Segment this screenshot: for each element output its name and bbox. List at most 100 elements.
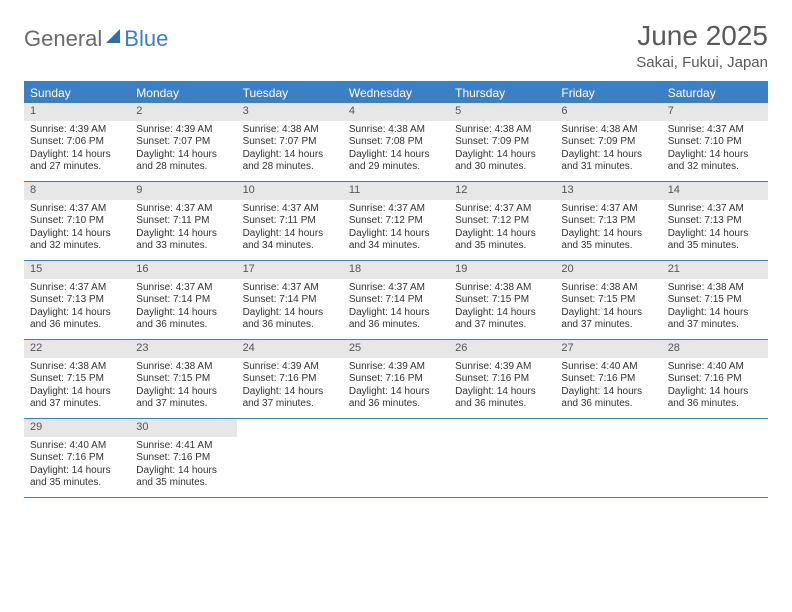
day-body: Sunrise: 4:37 AMSunset: 7:11 PMDaylight:… [130,200,236,258]
sunset-line: Sunset: 7:16 PM [349,373,443,386]
day-body: Sunrise: 4:38 AMSunset: 7:15 PMDaylight:… [555,279,661,337]
day-number: 2 [130,103,236,121]
daylight-line: Daylight: 14 hours and 35 minutes. [668,228,762,253]
day-body: Sunrise: 4:37 AMSunset: 7:14 PMDaylight:… [237,279,343,337]
day-body: Sunrise: 4:38 AMSunset: 7:09 PMDaylight:… [555,121,661,179]
sunset-line: Sunset: 7:16 PM [136,452,230,465]
day-cell: 16Sunrise: 4:37 AMSunset: 7:14 PMDayligh… [130,261,236,339]
daylight-line: Daylight: 14 hours and 30 minutes. [455,149,549,174]
sunset-line: Sunset: 7:15 PM [455,294,549,307]
daylight-line: Daylight: 14 hours and 32 minutes. [668,149,762,174]
sunset-line: Sunset: 7:15 PM [668,294,762,307]
sunset-line: Sunset: 7:12 PM [455,215,549,228]
day-number: 22 [24,340,130,358]
day-body: Sunrise: 4:37 AMSunset: 7:10 PMDaylight:… [662,121,768,179]
day-body: Sunrise: 4:37 AMSunset: 7:12 PMDaylight:… [343,200,449,258]
daylight-line: Daylight: 14 hours and 35 minutes. [136,465,230,490]
day-number: 8 [24,182,130,200]
day-cell: . [449,419,555,497]
day-cell: 24Sunrise: 4:39 AMSunset: 7:16 PMDayligh… [237,340,343,418]
day-number: 11 [343,182,449,200]
day-cell: 20Sunrise: 4:38 AMSunset: 7:15 PMDayligh… [555,261,661,339]
day-body: Sunrise: 4:38 AMSunset: 7:08 PMDaylight:… [343,121,449,179]
daylight-line: Daylight: 14 hours and 37 minutes. [243,386,337,411]
day-number: 25 [343,340,449,358]
day-body: Sunrise: 4:40 AMSunset: 7:16 PMDaylight:… [662,358,768,416]
day-body: Sunrise: 4:38 AMSunset: 7:07 PMDaylight:… [237,121,343,179]
day-cell: 17Sunrise: 4:37 AMSunset: 7:14 PMDayligh… [237,261,343,339]
day-cell: 18Sunrise: 4:37 AMSunset: 7:14 PMDayligh… [343,261,449,339]
logo-triangle-icon [106,29,120,43]
day-number: 14 [662,182,768,200]
title-block: June 2025 Sakai, Fukui, Japan [636,20,768,71]
sunrise-line: Sunrise: 4:37 AM [455,203,549,216]
day-cell: 29Sunrise: 4:40 AMSunset: 7:16 PMDayligh… [24,419,130,497]
week-row: 22Sunrise: 4:38 AMSunset: 7:15 PMDayligh… [24,340,768,419]
sunrise-line: Sunrise: 4:37 AM [243,203,337,216]
week-row: 8 Sunrise: 4:37 AM Sunset: 7:10 PM Daylight… [24,182,768,261]
day-body: Sunrise: 4:38 AMSunset: 7:09 PMDaylight:… [449,121,555,179]
day-cell: 11Sunrise: 4:37 AMSunset: 7:12 PMDayligh… [343,182,449,260]
daylight-line: Daylight: 14 hours and 37 minutes. [30,386,124,411]
sunset-line: Sunset: 7:12 PM [349,215,443,228]
sunrise-line: Sunrise: 4:37 AM [136,203,230,216]
sunrise-line: Sunrise: 4:37 AM [136,282,230,295]
day-cell: 10Sunrise: 4:37 AMSunset: 7:11 PMDayligh… [237,182,343,260]
day-body: Sunrise: 4:37 AMSunset: 7:14 PMDaylight:… [130,279,236,337]
day-cell: 4Sunrise: 4:38 AMSunset: 7:08 PMDaylight… [343,103,449,181]
day-number: 17 [237,261,343,279]
daylight-line: Daylight: 14 hours and 37 minutes. [668,307,762,332]
daylight-line: Daylight: 14 hours and 36 minutes. [349,386,443,411]
daylight-line: Daylight: 14 hours and 35 minutes. [561,228,655,253]
daylight-line: Daylight: 14 hours and 36 minutes. [668,386,762,411]
day-number: 30 [130,419,236,437]
day-number: 18 [343,261,449,279]
day-body: Sunrise: 4:37 AMSunset: 7:11 PMDaylight:… [237,200,343,258]
daylight-line: Daylight: 14 hours and 29 minutes. [349,149,443,174]
sunrise-line: Sunrise: 4:38 AM [349,124,443,137]
day-number: 24 [237,340,343,358]
sunset-line: Sunset: 7:15 PM [561,294,655,307]
logo-text-2: Blue [124,26,168,52]
sunset-line: Sunset: 7:07 PM [136,136,230,149]
day-body: Sunrise: 4:39 AMSunset: 7:06 PMDaylight:… [24,121,130,179]
day-cell: 3Sunrise: 4:38 AMSunset: 7:07 PMDaylight… [237,103,343,181]
sunset-line: Sunset: 7:13 PM [30,294,124,307]
sunrise-line: Sunrise: 4:39 AM [30,124,124,137]
daylight-line: Daylight: 14 hours and 36 minutes. [243,307,337,332]
day-header: Wednesday [343,83,449,103]
day-header: Saturday [662,83,768,103]
sunset-line: Sunset: 7:15 PM [30,373,124,386]
day-cell: 9Sunrise: 4:37 AMSunset: 7:11 PMDaylight… [130,182,236,260]
week-row: 1Sunrise: 4:39 AMSunset: 7:06 PMDaylight… [24,103,768,182]
daylight-line: Daylight: 14 hours and 36 minutes. [455,386,549,411]
day-body: Sunrise: 4:37 AMSunset: 7:13 PMDaylight:… [24,279,130,337]
sunset-line: Sunset: 7:13 PM [668,215,762,228]
day-number: 16 [130,261,236,279]
day-number: 9 [130,182,236,200]
daylight-line: Daylight: 14 hours and 27 minutes. [30,149,124,174]
sunrise-line: Sunrise: 4:39 AM [455,361,549,374]
day-cell: 2Sunrise: 4:39 AMSunset: 7:07 PMDaylight… [130,103,236,181]
day-cell: 13Sunrise: 4:37 AMSunset: 7:13 PMDayligh… [555,182,661,260]
sunset-line: Sunset: 7:09 PM [561,136,655,149]
sunrise-line: Sunrise: 4:38 AM [561,124,655,137]
sunrise-line: Sunrise: 4:40 AM [561,361,655,374]
day-header: Monday [130,83,236,103]
day-number: 6 [555,103,661,121]
daylight-line: Daylight: 14 hours and 33 minutes. [136,228,230,253]
day-cell: 30Sunrise: 4:41 AMSunset: 7:16 PMDayligh… [130,419,236,497]
day-number: 1 [24,103,130,121]
day-body: Sunrise: 4:37 AMSunset: 7:13 PMDaylight:… [662,200,768,258]
day-cell: 23Sunrise: 4:38 AMSunset: 7:15 PMDayligh… [130,340,236,418]
day-body: Sunrise: 4:38 AMSunset: 7:15 PMDaylight:… [24,358,130,416]
day-number: 10 [237,182,343,200]
day-number: 5 [449,103,555,121]
day-number: 29 [24,419,130,437]
day-body: Sunrise: 4:39 AMSunset: 7:16 PMDaylight:… [449,358,555,416]
day-body: Sunrise: 4:38 AMSunset: 7:15 PMDaylight:… [662,279,768,337]
logo-text-1: General [24,26,102,52]
sunset-line: Sunset: 7:10 PM [30,215,124,228]
day-header: Thursday [449,83,555,103]
sunrise-line: Sunrise: 4:38 AM [30,361,124,374]
